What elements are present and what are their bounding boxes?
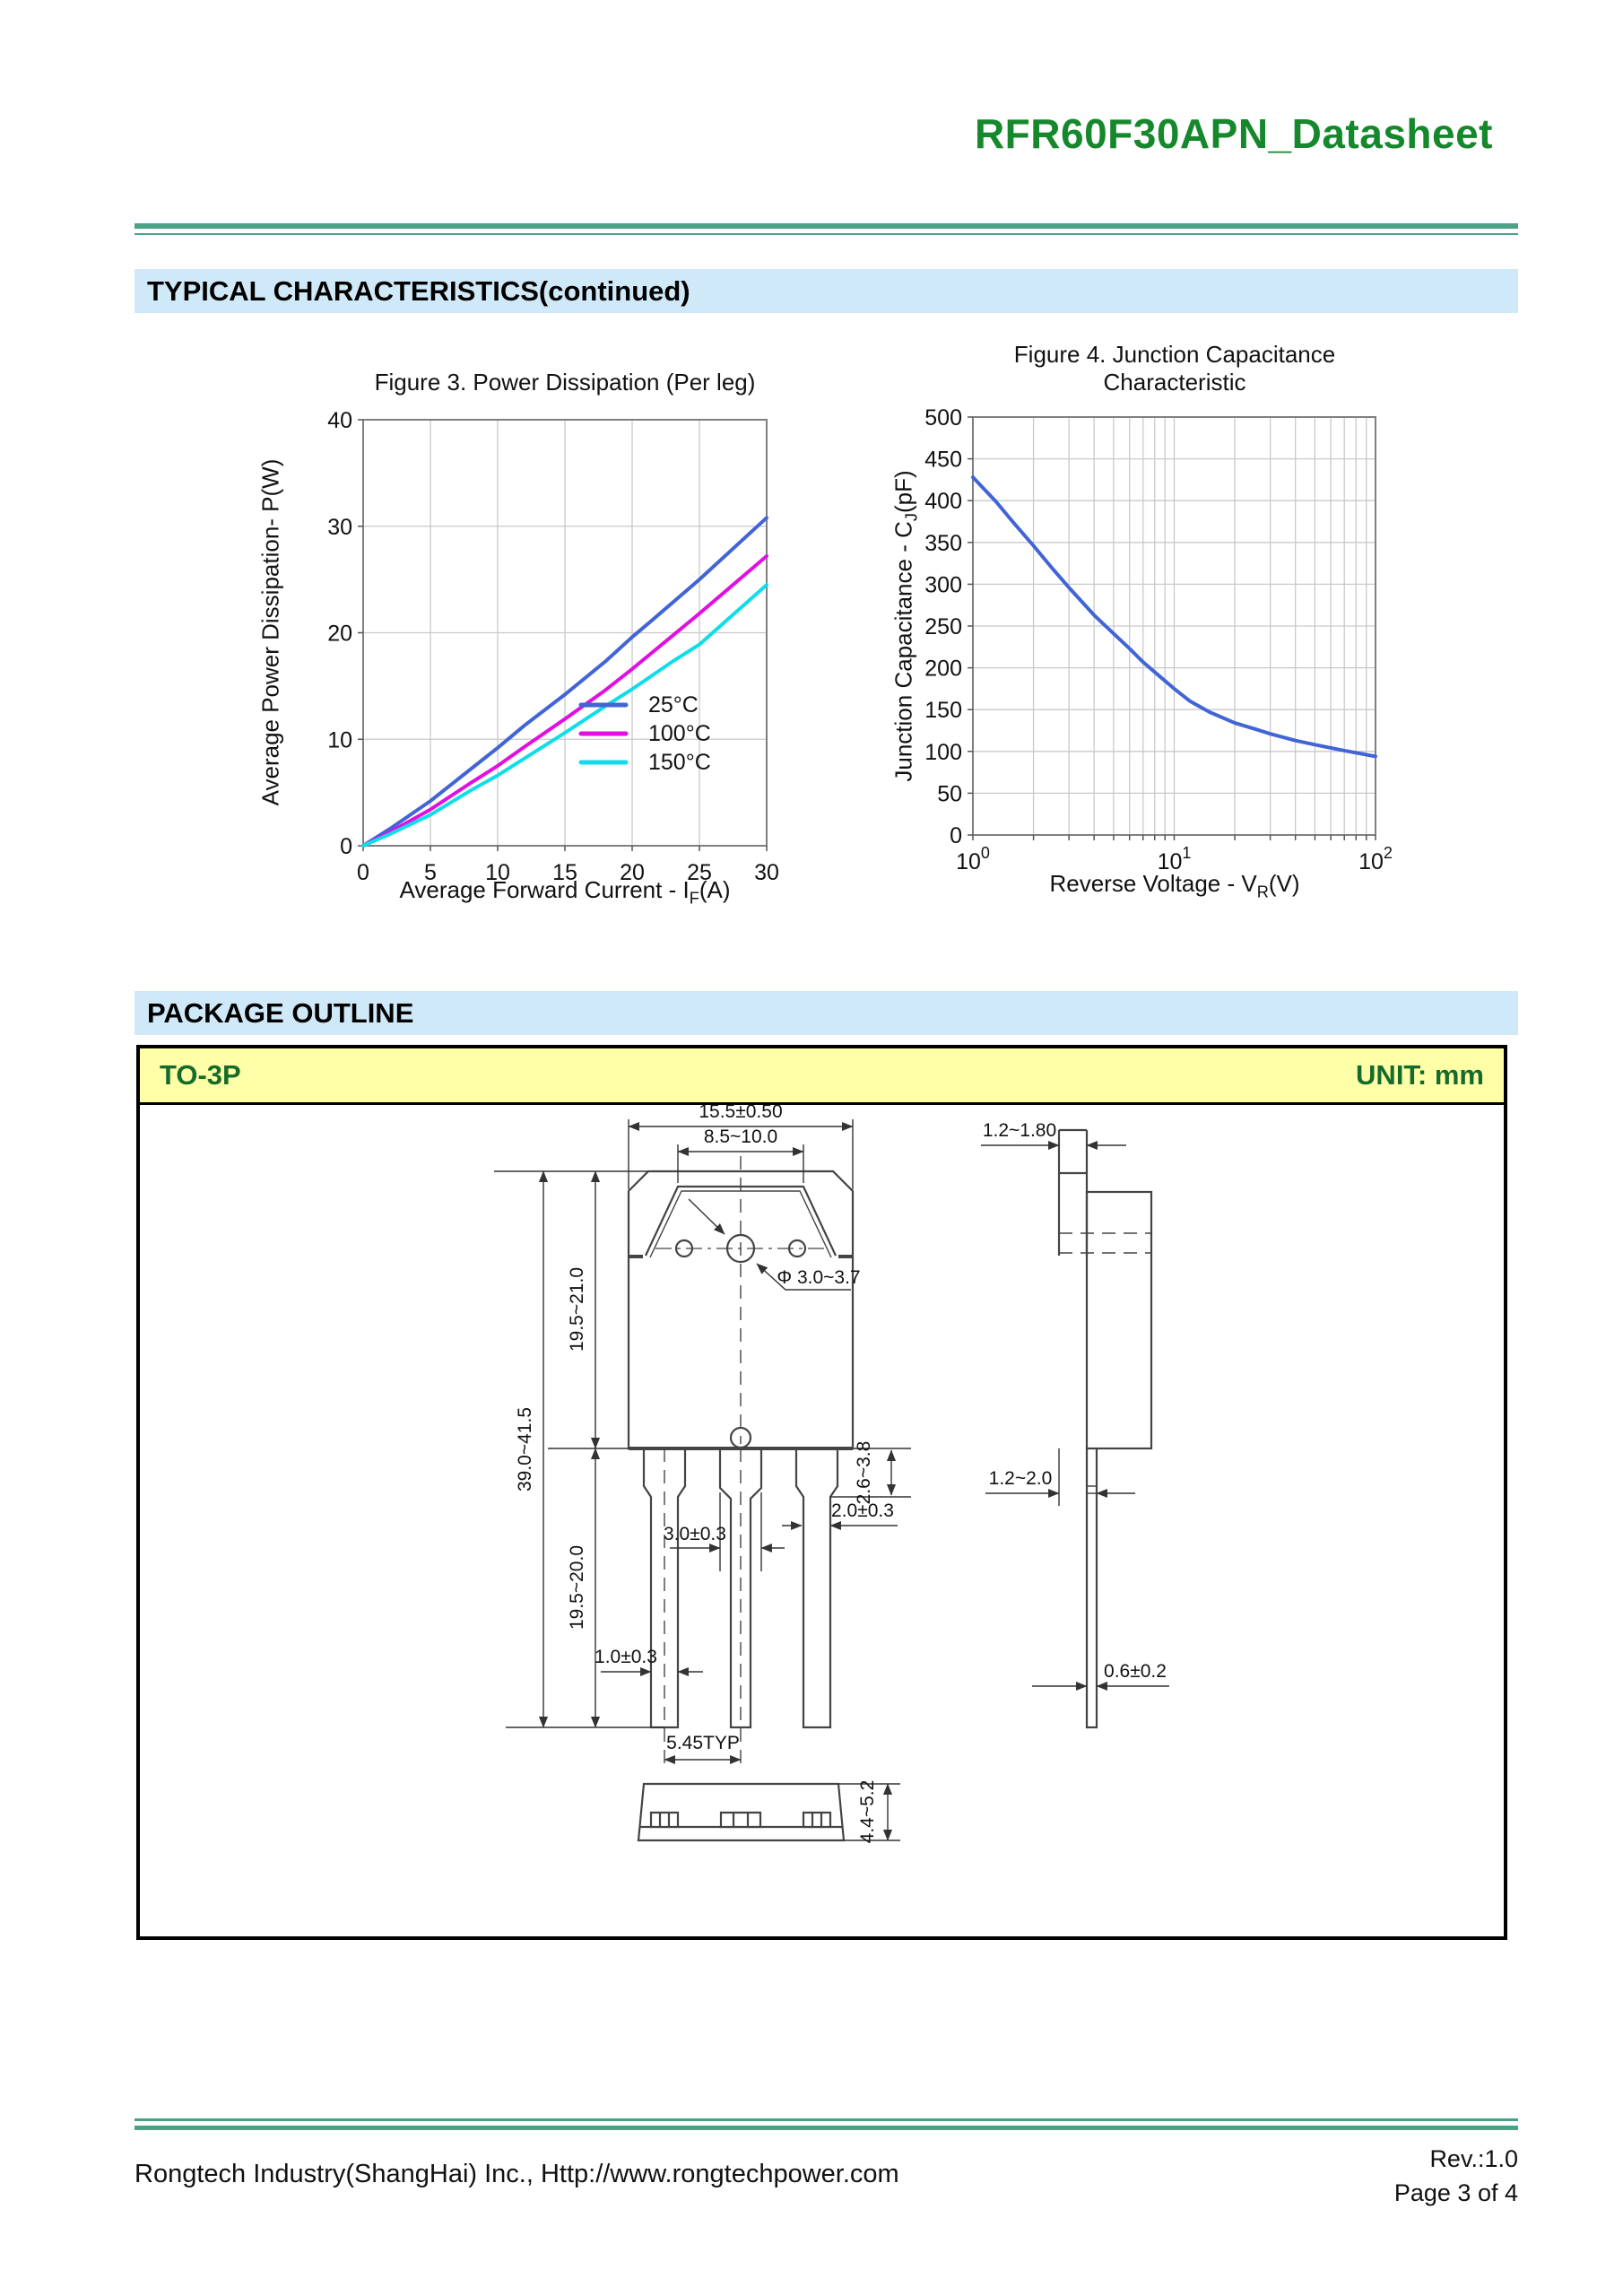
figure3-plot: 0 5 10 15 20 25 30 0 10 20 30 40 25°C 100°C 150°C: [327, 408, 779, 885]
hole-leader-lower: [756, 1263, 851, 1291]
dim-lead-width-tip: 1.0±0.3: [595, 1647, 657, 1667]
side-body-outline: [1085, 1190, 1153, 1450]
front-hole-center: [725, 1233, 756, 1264]
footer-rule-thin: [135, 2118, 1518, 2121]
x-tick-label: 30: [754, 860, 779, 885]
figure3-title: Figure 3. Power Dissipation (Per leg): [374, 369, 756, 396]
y-tick-label: 350: [924, 531, 962, 556]
dim-shoulder-height: 2.6~3.8: [854, 1441, 874, 1505]
x-tick-label: 10: [485, 860, 510, 885]
y-tick-label: 40: [327, 408, 352, 433]
dim-hole-diameter: Φ 3.0~3.7: [777, 1267, 860, 1288]
y-tick-label: 0: [950, 823, 962, 848]
y-tick-label: 100: [924, 740, 962, 765]
y-tick-label: 150: [924, 698, 962, 723]
y-tick-label: 30: [327, 515, 352, 540]
series-line: [361, 516, 768, 848]
dim-lead-width-a: 2.0±0.3: [831, 1500, 894, 1521]
y-tick-label: 10: [327, 727, 352, 752]
x-tick-label: 101: [1158, 844, 1192, 874]
footer-company: Rongtech Industry(ShangHai) Inc., Http:/…: [135, 2160, 899, 2188]
figure4-plot: 100 101 102 0 50 100 150 200 250 300 350 400 450 500: [924, 405, 1393, 874]
bottom-stub-left: [649, 1811, 680, 1829]
side-dashed-lines: [1059, 1232, 1151, 1254]
axis-ticks: 0 5 10 15 20 25 30 0 10 20 30 40: [327, 408, 779, 885]
hole-leader-upper: [688, 1198, 725, 1235]
dim-lead-length: 19.5~20.0: [567, 1545, 587, 1630]
page-title: RFR60F30APN_Datasheet: [974, 110, 1493, 157]
dim-base-height: 4.4~5.2: [857, 1780, 878, 1844]
side-tab-outline: [1057, 1128, 1089, 1256]
y-tick-label: 500: [924, 405, 962, 430]
section-header-package-outline: PACKAGE OUTLINE: [135, 991, 1518, 1035]
dim-tab-thickness: 1.2~1.80: [983, 1120, 1056, 1141]
header-rule-thin: [135, 233, 1518, 235]
figure4-junction-capacitance-chart: Figure 4. Junction Capacitance Character…: [883, 332, 1475, 910]
x-tick-label: 20: [620, 860, 645, 885]
side-lead: [1085, 1448, 1098, 1729]
x-tick-label: 25: [687, 860, 712, 885]
figure4-title: Figure 4. Junction Capacitance Character…: [1013, 341, 1336, 396]
dim-pitch: 5.45TYP: [666, 1733, 740, 1753]
figure3-x-axis-label: Average Forward Current - IF(A): [399, 876, 731, 908]
package-header-bar: TO-3P UNIT: mm: [140, 1048, 1504, 1105]
dim-lead-offset: 1.2~2.0: [989, 1468, 1053, 1489]
section-header-label: PACKAGE OUTLINE: [147, 996, 414, 1029]
section-header-label: TYPICAL CHARACTERISTICS(continued): [147, 274, 690, 307]
y-tick-label: 50: [937, 781, 962, 806]
gridlines: [363, 420, 767, 846]
bottom-stub-middle: [719, 1811, 762, 1829]
y-tick-label: 400: [924, 489, 962, 514]
figure3-y-axis-label: Average Power Dissipation- P(W): [256, 458, 284, 806]
side-lead-joggle: [1087, 1485, 1097, 1494]
y-tick-label: 300: [924, 572, 962, 597]
series-line: [971, 475, 1377, 759]
figure4-x-axis-label: Reverse Voltage - VR(V): [1049, 870, 1300, 901]
header-rule-thick: [135, 223, 1518, 229]
series-line: [361, 554, 768, 848]
footer-rule-thick: [135, 2126, 1518, 2130]
series-line: [361, 583, 768, 848]
x-tick-label: 5: [424, 860, 437, 885]
bottom-stub-right: [802, 1811, 832, 1829]
package-unit-label: UNIT: mm: [1356, 1059, 1484, 1091]
front-hole-left: [674, 1239, 694, 1258]
front-leg-right: [794, 1448, 839, 1729]
x-tick-label: 15: [552, 860, 577, 885]
y-tick-label: 250: [924, 614, 962, 639]
dim-tab-width: 8.5~10.0: [704, 1126, 777, 1147]
footer-revision: Rev.:1.0: [1429, 2145, 1518, 2172]
dim-total-height: 39.0~41.5: [515, 1407, 535, 1492]
dim-lead-width-b: 3.0±0.3: [664, 1524, 726, 1544]
x-tick-label: 100: [956, 844, 990, 874]
mid-leg-extension-stubs: [719, 1492, 762, 1571]
figure3-power-dissipation-chart: Figure 3. Power Dissipation (Per leg) 0 5…: [215, 354, 825, 919]
package-drawing: Φ 3.0~3.7 15.5±0.50 8.5~10.0 39.0~41.5 1…: [494, 1105, 1169, 1844]
package-type-label: TO-3P: [160, 1059, 241, 1091]
legend-label: 100°C: [648, 721, 711, 746]
legend-label: 150°C: [648, 750, 711, 775]
gridlines: [973, 417, 1376, 835]
axis-ticks: 100 101 102 0 50 100 150 200 250 300 350 400 450 500: [924, 405, 1393, 874]
dim-body-height: 19.5~21.0: [567, 1267, 587, 1352]
dim-lead-thickness: 0.6±0.2: [1104, 1661, 1167, 1682]
section-header-typical-characteristics: TYPICAL CHARACTERISTICS(continued): [135, 269, 1518, 313]
figure4-y-axis-label: Junction Capacitance - CJ(pF): [890, 470, 921, 782]
y-tick-label: 20: [327, 622, 352, 647]
x-tick-label: 102: [1358, 844, 1393, 874]
dim-top-width: 15.5±0.50: [699, 1105, 782, 1122]
legend: 25°C 100°C 150°C: [578, 692, 711, 775]
front-hole-right: [787, 1239, 807, 1258]
x-tick-label: 0: [357, 860, 369, 885]
legend-label: 25°C: [648, 692, 699, 718]
footer-page-number: Page 3 of 4: [1393, 2179, 1518, 2206]
y-tick-label: 450: [924, 448, 962, 473]
package-outline-box: TO-3P UNIT: mm Φ 3.0~3.7: [136, 1045, 1507, 1940]
y-tick-label: 200: [924, 657, 962, 682]
y-tick-label: 0: [340, 834, 352, 859]
